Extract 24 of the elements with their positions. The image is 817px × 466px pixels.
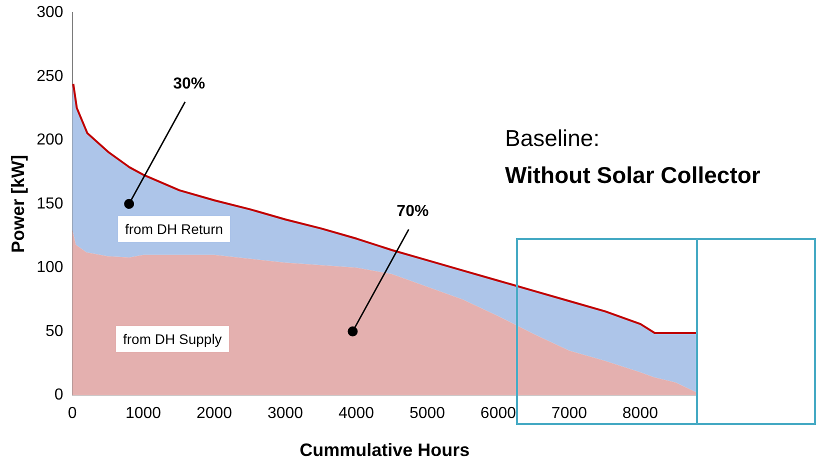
annotation: Baseline: [505,124,601,153]
y-tick-label: 0 [54,386,64,404]
annotation: 30% [173,75,206,92]
y-tick-label: 250 [36,68,64,85]
x-tick-label: 0 [68,405,77,422]
x-tick-label: 2000 [196,405,232,422]
y-tick-label: 300 [36,4,64,22]
x-tick-label: 6000 [480,405,516,422]
annotation: from DH Return [118,216,230,242]
x-tick-label: 3000 [267,405,304,422]
x-tick-label: 1000 [125,405,162,422]
x-axis-title: Cummulative Hours [300,440,470,460]
x-tick-label: 7000 [551,405,588,422]
x-tick-label: 4000 [338,405,374,422]
y-tick-label: 100 [36,259,64,276]
x-tick-label: 5000 [409,405,446,422]
y-tick-label: 50 [46,322,64,340]
annotation: Without Solar Collector [505,161,760,190]
annotation: 70% [396,202,429,220]
y-tick-label: 200 [36,132,64,149]
y-axis-title: Power [kW] [8,154,28,253]
annotation: from DH Supply [116,326,229,352]
y-tick-label: 150 [36,195,64,212]
x-tick-label: 8000 [622,405,658,422]
